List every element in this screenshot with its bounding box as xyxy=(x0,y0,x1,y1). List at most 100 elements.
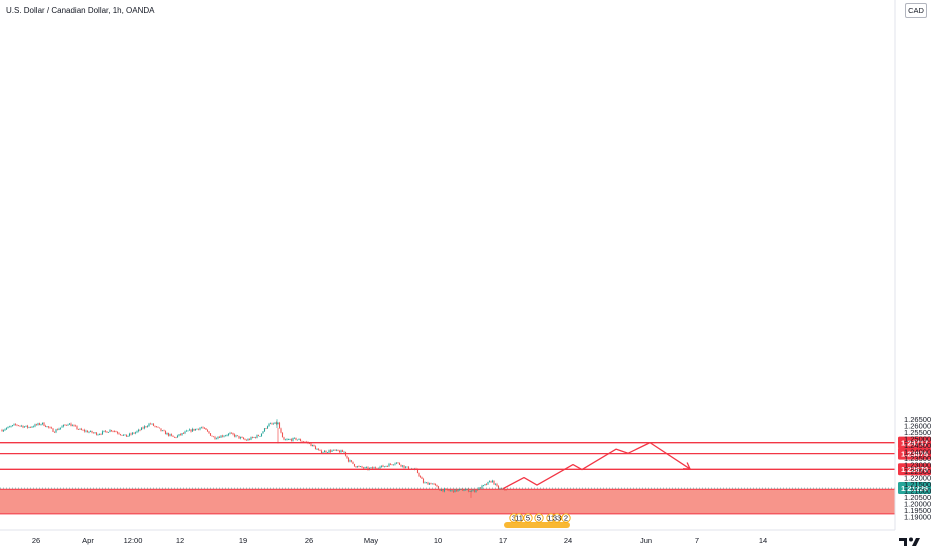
candle-body xyxy=(118,433,120,435)
event-marker[interactable]: 5 xyxy=(523,513,533,523)
candle-body xyxy=(440,489,443,491)
candle-body xyxy=(407,466,410,470)
y-tick-label: 1.21500 xyxy=(904,480,931,489)
candle-body xyxy=(268,423,270,427)
x-tick-label: 12 xyxy=(176,536,184,545)
candle-body xyxy=(92,432,95,434)
candle-body xyxy=(395,462,398,464)
candle-body xyxy=(437,486,440,489)
candle-body xyxy=(463,490,465,492)
candle-body xyxy=(284,439,287,441)
candle-body xyxy=(185,430,188,432)
candle-body xyxy=(302,441,305,443)
candle-body xyxy=(217,437,219,439)
candle-body xyxy=(223,435,225,437)
candle-body xyxy=(142,427,144,429)
candle-body xyxy=(1,429,3,432)
event-marker[interactable]: 33 xyxy=(552,513,562,523)
candle-body xyxy=(167,433,170,436)
candle-body xyxy=(394,463,396,465)
candle-body xyxy=(458,489,461,490)
candle-body xyxy=(494,483,497,485)
candle-body xyxy=(380,465,383,467)
candle-body xyxy=(298,439,300,440)
candle-body xyxy=(64,424,66,426)
y-tick-label: 1.20000 xyxy=(904,500,931,509)
candle-body xyxy=(467,488,470,492)
candle-body xyxy=(379,466,381,469)
candle-body xyxy=(497,485,500,490)
y-tick-label: 1.23500 xyxy=(904,454,931,463)
candle-body xyxy=(316,449,318,450)
candle-body xyxy=(320,450,323,454)
candle-body xyxy=(100,434,102,435)
last-price-label: 1.21226 xyxy=(901,484,928,493)
candle-body xyxy=(205,428,207,430)
x-tick-label: Jun xyxy=(640,536,652,545)
candle-body xyxy=(455,489,458,492)
candle-body xyxy=(503,488,506,490)
candle-body xyxy=(221,435,224,437)
candle-body xyxy=(250,437,252,440)
candle-body xyxy=(218,437,221,438)
candle-body xyxy=(326,452,329,454)
candle-body xyxy=(161,430,164,432)
candle-body xyxy=(383,466,386,468)
candle-body xyxy=(454,489,456,493)
candle-body xyxy=(425,482,428,484)
candle-body xyxy=(46,426,48,428)
candle-body xyxy=(350,460,353,462)
candle-body xyxy=(386,466,389,467)
candle-body xyxy=(241,437,243,438)
candle-body xyxy=(331,450,333,452)
candle-body xyxy=(19,425,21,427)
candle-body xyxy=(301,441,303,442)
candle-body xyxy=(206,429,209,432)
candle-body xyxy=(86,430,89,433)
candle-body xyxy=(451,490,453,492)
candle-body xyxy=(430,483,432,485)
currency-badge[interactable]: CAD xyxy=(905,3,927,18)
candle-body xyxy=(340,450,342,453)
candle-body xyxy=(178,434,180,436)
candle-body xyxy=(211,435,213,437)
candle-body xyxy=(464,489,467,491)
candle-body xyxy=(199,427,201,430)
candle-body xyxy=(358,466,360,467)
candle-body xyxy=(17,425,20,427)
candle-body xyxy=(254,437,257,438)
y-tick-label: 1.22000 xyxy=(904,474,931,483)
candle-body xyxy=(445,488,447,490)
candle-body xyxy=(343,451,345,453)
candle-body xyxy=(115,431,117,433)
event-marker[interactable]: 11 xyxy=(514,513,524,523)
candle-body xyxy=(466,488,468,490)
candle-body xyxy=(83,429,86,432)
candle-body xyxy=(269,423,272,425)
candle-body xyxy=(347,458,350,462)
candle-body xyxy=(184,431,186,434)
candle-body xyxy=(265,428,267,430)
event-marker[interactable]: 2 xyxy=(561,513,571,523)
candle-body xyxy=(145,426,147,428)
event-count-label: 33 xyxy=(553,513,561,522)
candle-body xyxy=(62,424,65,427)
candle-body xyxy=(82,429,84,431)
level-price-tag xyxy=(898,447,931,460)
candle-body xyxy=(94,432,96,434)
candle-body xyxy=(10,426,12,427)
chart-title: U.S. Dollar / Canadian Dollar, 1h, OANDA xyxy=(6,6,155,15)
candle-body xyxy=(91,430,93,433)
candle-body xyxy=(164,431,167,435)
candle-body xyxy=(130,433,132,435)
candle-body xyxy=(214,436,216,439)
candle-body xyxy=(337,449,339,451)
candle-body xyxy=(235,435,237,437)
candle-body xyxy=(308,443,311,444)
event-marker[interactable]: 5 xyxy=(534,513,544,523)
candle-body xyxy=(163,430,165,432)
candle-body xyxy=(179,434,182,436)
candle-body xyxy=(349,460,351,462)
